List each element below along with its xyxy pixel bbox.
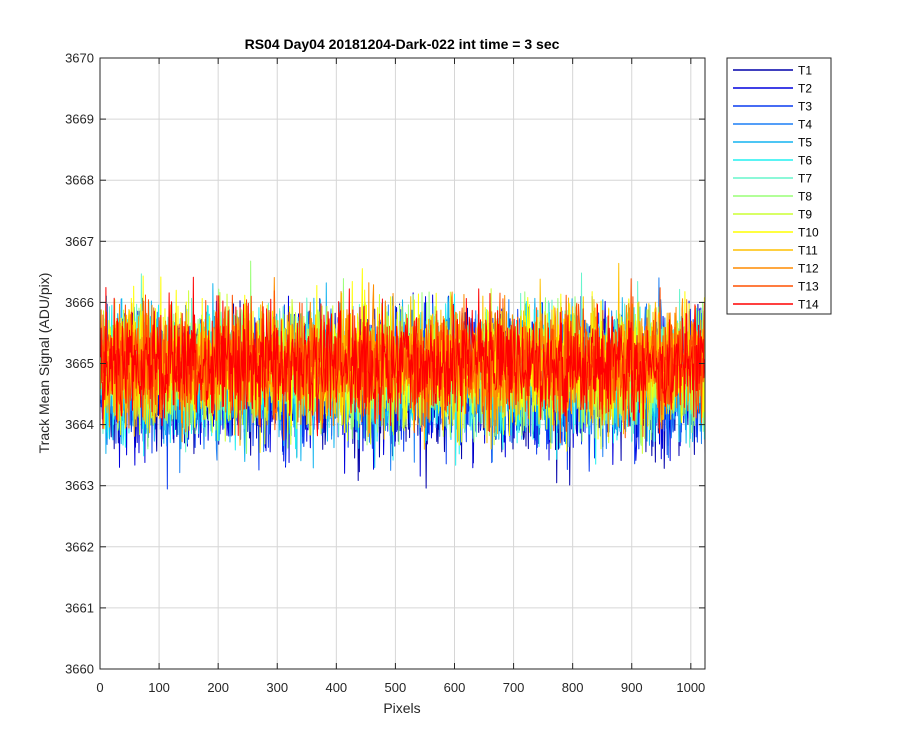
- chart-title: RS04 Day04 20181204-Dark-022 int time = …: [245, 36, 560, 52]
- legend-label: T1: [798, 64, 812, 78]
- legend-label: T11: [798, 244, 818, 258]
- legend-label: T12: [798, 262, 819, 276]
- y-tick-label: 3660: [65, 662, 94, 677]
- y-tick-label: 3668: [65, 173, 94, 188]
- x-tick-label: 400: [325, 680, 347, 695]
- y-tick-label: 3670: [65, 51, 94, 66]
- legend-label: T7: [798, 172, 812, 186]
- legend-label: T4: [798, 118, 812, 132]
- legend-label: T10: [798, 226, 819, 240]
- y-tick-label: 3666: [65, 295, 94, 310]
- legend-items: T1 T2 T3 T4 T5 T6 T7 T8 T9 T10 T11 T12 T13 T14: [733, 64, 819, 312]
- y-tick-label: 3663: [65, 478, 94, 493]
- y-tick-label: 3661: [65, 600, 94, 615]
- legend-label: T2: [798, 82, 812, 96]
- x-tick-label: 900: [621, 680, 643, 695]
- x-tick-label: 500: [385, 680, 407, 695]
- x-tick-label: 1000: [676, 680, 705, 695]
- legend-label: T13: [798, 280, 819, 294]
- legend-label: T9: [798, 208, 812, 222]
- legend-label: T5: [798, 136, 812, 150]
- y-tick-label: 3665: [65, 356, 94, 371]
- x-tick-label: 0: [96, 680, 103, 695]
- ticks: 0 100 200 300 400 500 600 700 800 900 1000 3660 3661…: [65, 51, 705, 696]
- x-tick-label: 100: [148, 680, 170, 695]
- legend-label: T14: [798, 298, 819, 312]
- legend: T1 T2 T3 T4 T5 T6 T7 T8 T9 T10 T11 T12 T13 T14: [726, 57, 832, 315]
- y-tick-label: 3662: [65, 539, 94, 554]
- x-tick-label: 300: [266, 680, 288, 695]
- series-layer: [100, 260, 706, 490]
- legend-box: [726, 57, 832, 315]
- y-tick-label: 3664: [65, 417, 94, 432]
- y-tick-label: 3667: [65, 234, 94, 249]
- x-tick-label: 700: [503, 680, 525, 695]
- series-line-t14: [100, 276, 706, 437]
- x-tick-label: 800: [562, 680, 584, 695]
- legend-label: T6: [798, 154, 812, 168]
- x-tick-label: 200: [207, 680, 229, 695]
- y-tick-label: 3669: [65, 112, 94, 127]
- y-axis-label: Track Mean Signal (ADU/pix): [36, 273, 52, 454]
- x-tick-label: 600: [444, 680, 466, 695]
- legend-label: T8: [798, 190, 812, 204]
- legend-label: T3: [798, 100, 812, 114]
- x-axis-label: Pixels: [383, 700, 420, 716]
